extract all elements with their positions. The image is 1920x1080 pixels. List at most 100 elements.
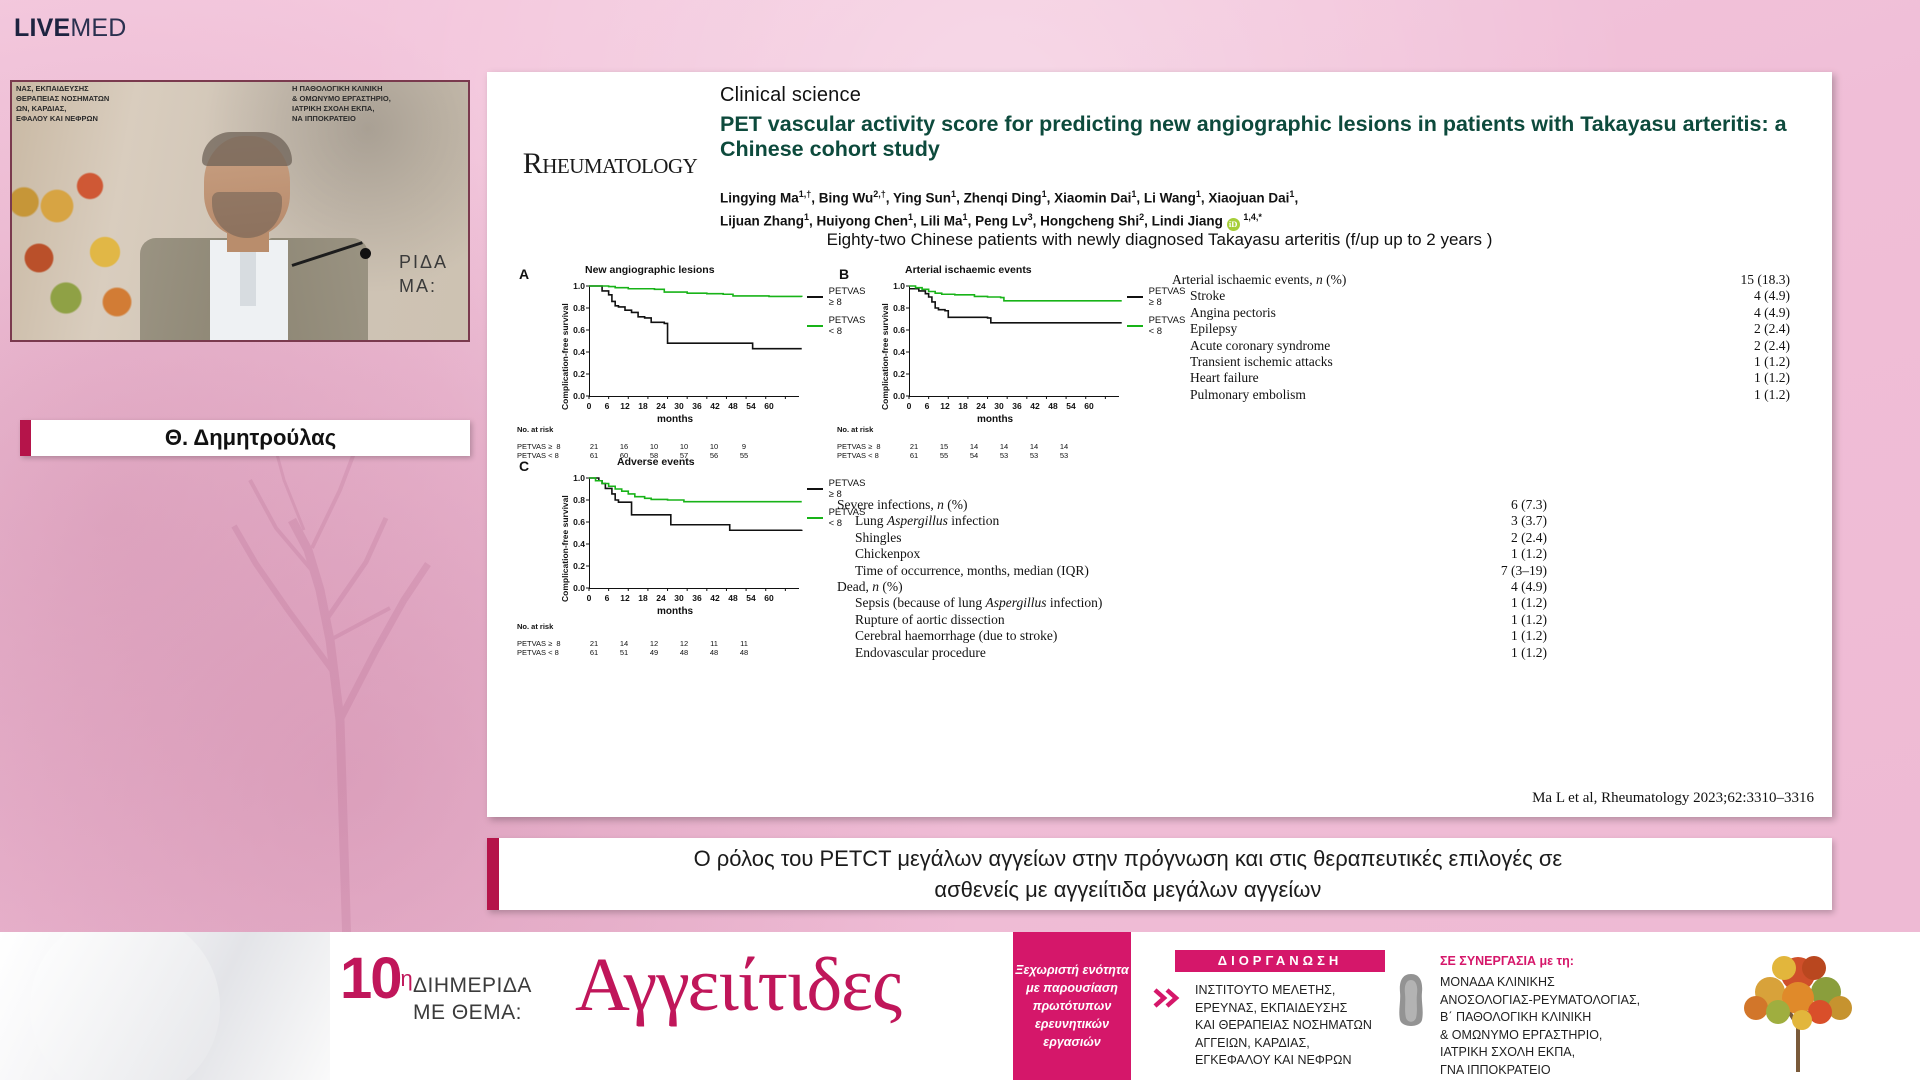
panel-a-legend: PETVAS ≥ 8 PETVAS < 8 — [807, 286, 870, 344]
organizer-label-box: ΔΙΟΡΓΑΝΩΣΗ — [1175, 950, 1385, 972]
caption-line-1: Ο ρόλος του PETCT μεγάλων αγγείων στην π… — [693, 846, 1563, 871]
panel-a-curves — [586, 285, 803, 399]
row-value: 2 (2.4) — [1754, 337, 1790, 353]
row-label: Sepsis (because of lung Aspergillus infe… — [855, 595, 1103, 611]
panel-b-curves — [906, 285, 1122, 399]
double-chevron-icon — [1153, 988, 1183, 1008]
panel-a: A New angiographic lesions Complication-… — [517, 262, 870, 460]
row-label: Lung Aspergillus infection — [855, 513, 1000, 529]
presentation-slide: Rheumatology Clinical science PET vascul… — [487, 72, 1832, 817]
table-row: Rupture of aortic dissection 1 (1.2) — [837, 612, 1547, 628]
row-label: Epilepsy — [1190, 321, 1238, 337]
panel-a-label: A — [519, 266, 530, 282]
table-row: Shingles 2 (2.4) — [837, 530, 1547, 546]
organizer-label: ΔΙΟΡΓΑΝΩΣΗ — [1217, 953, 1343, 968]
livemed-logo[interactable]: LIVEMED — [14, 14, 127, 43]
panel-c-label: C — [519, 458, 530, 474]
panel-c-curves — [586, 477, 803, 591]
row-value: 7 (3–19) — [1500, 562, 1547, 578]
legend-high: PETVAS ≥ 8 — [828, 286, 866, 308]
risk-row: PETVAS ≥ 8 21 14 12 12 11 11 — [517, 639, 748, 648]
banner-subtitle: ΔΙΗΜΕΡΙΔΑ ΜΕ ΘΕΜΑ: — [413, 972, 532, 1026]
article-title: PET vascular activity score for predicti… — [720, 112, 1787, 161]
table-row: Epilepsy 2 (2.4) — [1172, 321, 1790, 337]
panel-b-label: B — [839, 266, 850, 282]
km-curve — [589, 477, 803, 532]
panel-c: C Adverse events Complication-free survi… — [517, 454, 870, 657]
row-label: Rupture of aortic dissection — [855, 611, 1005, 627]
collaboration-text: ΜΟΝΑΔΑ ΚΛΙΝΙΚΗΣ ΑΝΟΣΟΛΟΓΙΑΣ-ΡΕΥΜΑΤΟΛΟΓΙΑ… — [1440, 975, 1641, 1077]
video-frame: ΝΑΣ, ΕΚΠΑΙΔΕΥΣΗΣ ΘΕΡΑΠΕΙΑΣ ΝΟΣΗΜΑΤΩΝ ΩΝ,… — [12, 82, 468, 340]
panel-a-title: New angiographic lesions — [585, 264, 715, 276]
organizer-text: ΙΝΣΤΙΤΟΥΤΟ ΜΕΛΕΤΗΣ, ΕΡΕΥΝΑΣ, ΕΚΠΑΙΔΕΥΣΗΣ… — [1195, 983, 1372, 1067]
risk-row: PETVAS < 8 61 55 54 53 53 53 — [837, 451, 1069, 460]
article-section-label: Clinical science — [720, 84, 862, 106]
row-value: 2 (2.4) — [1754, 321, 1790, 337]
caption-text: Ο ρόλος του PETCT μεγάλων αγγείων στην π… — [539, 843, 1792, 905]
article-citation: Ma L et al, Rheumatology 2023;62:3310–33… — [1532, 790, 1814, 806]
panel-c-legend: PETVAS ≥ 8 PETVAS < 8 — [807, 478, 870, 536]
legend-low: PETVAS < 8 — [828, 315, 866, 337]
edition-ordinal: η — [400, 966, 413, 991]
special-section-badge: Ξεχωριστή ενότητα με παρουσίαση πρωτότυπ… — [1013, 932, 1131, 1080]
row-value: 4 (4.9) — [1511, 578, 1547, 594]
km-curve — [589, 477, 802, 503]
table-row: Stroke 4 (4.9) — [1172, 288, 1790, 304]
risk-row: PETVAS < 8 61 51 49 48 48 48 — [517, 648, 749, 657]
table-row: Cerebral haemorrhage (due to stroke) 1 (1… — [837, 628, 1547, 644]
slide-caption: Ο ρόλος του PETCT μεγάλων αγγείων στην π… — [487, 838, 1832, 910]
table-row: Dead, n (%) 4 (4.9) — [837, 579, 1547, 595]
speaker-name: Θ. Δημητρούλας — [164, 425, 337, 450]
banner-subtitle-line2: ΜΕ ΘΕΜΑ: — [413, 1001, 523, 1024]
legend-high: PETVAS ≥ 8 — [1148, 286, 1186, 308]
row-value: 2 (2.4) — [1511, 529, 1547, 545]
banner-event-title: Αγγειίτιδες — [575, 943, 902, 1027]
table-row: Transient ischemic attacks 1 (1.2) — [1172, 354, 1790, 370]
row-label: Arterial ischaemic events, n (%) — [1172, 272, 1347, 287]
table-row: Heart failure 1 (1.2) — [1172, 370, 1790, 386]
row-label: Cerebral haemorrhage (due to stroke) — [855, 628, 1058, 644]
row-label: Angina pectoris — [1190, 304, 1276, 320]
row-value: 3 (3.7) — [1511, 513, 1547, 529]
panel-c-title: Adverse events — [617, 456, 695, 468]
logo-med: MED — [70, 14, 127, 42]
km-curve — [589, 285, 803, 298]
table-row: Arterial ischaemic events, n (%) 15 (18.3… — [1172, 272, 1790, 288]
speaker-figure — [132, 130, 382, 340]
table-row: Acute coronary syndrome 2 (2.4) — [1172, 338, 1790, 354]
row-value: 4 (4.9) — [1754, 288, 1790, 304]
authors-line-1: Lingying Ma1,†, Bing Wu2,†, Ying Sun1, Z… — [720, 189, 1299, 206]
row-value: 1 (1.2) — [1511, 644, 1547, 660]
km-curve — [589, 285, 802, 350]
speaker-name-plate: Θ. Δημητρούλας — [20, 420, 470, 456]
article-authors: Lingying Ma1,†, Bing Wu2,†, Ying Sun1, Z… — [720, 185, 1820, 231]
ischaemic-events-table: Arterial ischaemic events, n (%) 15 (18.3… — [1172, 272, 1790, 403]
panel-b-legend: PETVAS ≥ 8 PETVAS < 8 — [1127, 286, 1190, 344]
row-label: Transient ischemic attacks — [1190, 353, 1333, 369]
row-value: 1 (1.2) — [1511, 628, 1547, 644]
row-label: Dead, n (%) — [837, 578, 903, 594]
table-row: Sepsis (because of lung Aspergillus infe… — [837, 595, 1547, 611]
cohort-description: Eighty-two Chinese patients with newly d… — [826, 230, 1493, 249]
risk-row: PETVAS < 8 61 60 58 57 56 55 — [517, 451, 749, 460]
row-label: Pulmonary embolism — [1190, 386, 1306, 402]
video-backdrop-text-mid: ΡΙΔΑ ΜΑ: — [398, 252, 448, 296]
risk-row: PETVAS ≥ 8 21 15 14 14 14 14 — [837, 442, 1069, 451]
event-banner: 10η ΔΙΗΜΕΡΙΔΑ ΜΕ ΘΕΜΑ: Αγγειίτιδες Ξεχωρ… — [0, 932, 1920, 1080]
speaker-video[interactable]: ΝΑΣ, ΕΚΠΑΙΔΕΥΣΗΣ ΘΕΡΑΠΕΙΑΣ ΝΟΣΗΜΑΤΩΝ ΩΝ,… — [10, 80, 470, 342]
row-label: Stroke — [1190, 288, 1226, 304]
hippocrates-emblem-icon — [1390, 970, 1432, 1032]
banner-edition-number: 10η — [340, 950, 413, 1008]
video-backdrop-text-left: ΝΑΣ, ΕΚΠΑΙΔΕΥΣΗΣ ΘΕΡΑΠΕΙΑΣ ΝΟΣΗΜΑΤΩΝ ΩΝ,… — [16, 84, 110, 123]
row-label: Heart failure — [1190, 370, 1259, 386]
edition-number: 10 — [340, 946, 402, 1011]
legend-high: PETVAS ≥ 8 — [828, 478, 866, 500]
table-row: Lung Aspergillus infection 3 (3.7) — [837, 513, 1547, 529]
row-value: 6 (7.3) — [1511, 497, 1547, 512]
row-value: 1 (1.2) — [1754, 353, 1790, 369]
km-curve — [909, 287, 1122, 324]
panel-b: B Arterial ischaemic events Complication… — [837, 262, 1190, 460]
table-row: Chickenpox 1 (1.2) — [837, 546, 1547, 562]
table-row: Pulmonary embolism 1 (1.2) — [1172, 387, 1790, 403]
row-label: Time of occurrence, months, median (IQR) — [855, 562, 1089, 578]
